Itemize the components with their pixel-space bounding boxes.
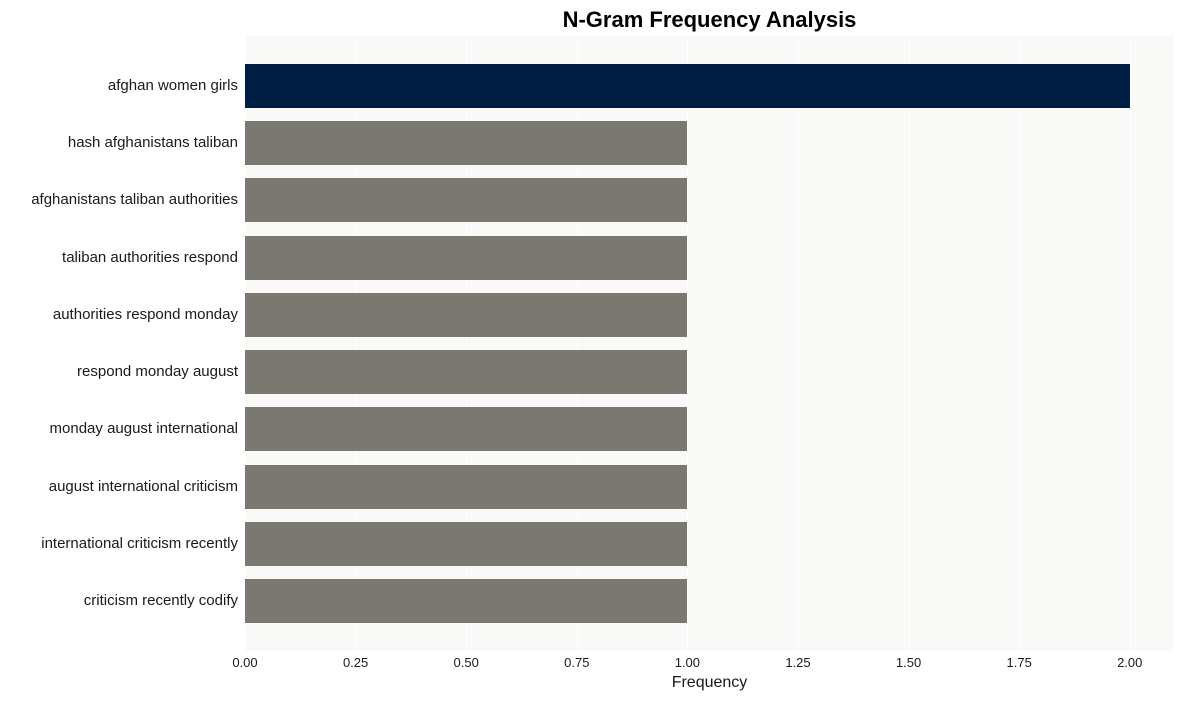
bar	[245, 407, 687, 451]
bar	[245, 350, 687, 394]
y-tick-label: criticism recently codify	[0, 579, 238, 623]
x-tick-label: 1.50	[896, 655, 921, 670]
bar	[245, 579, 687, 623]
x-tick-label: 0.75	[564, 655, 589, 670]
y-tick-label: respond monday august	[0, 350, 238, 394]
bar	[245, 236, 687, 280]
bar	[245, 465, 687, 509]
x-axis-ticks: 0.000.250.500.751.001.251.501.752.00	[245, 655, 1174, 673]
x-tick-label: 1.75	[1007, 655, 1032, 670]
ngram-frequency-chart: N-Gram Frequency Analysis afghan women g…	[0, 0, 1184, 701]
chart-title: N-Gram Frequency Analysis	[0, 7, 1184, 33]
x-tick-label: 2.00	[1117, 655, 1142, 670]
y-axis-labels: afghan women girls hash afghanistans tali…	[0, 36, 238, 651]
x-tick-label: 1.25	[785, 655, 810, 670]
x-axis-title: Frequency	[245, 674, 1174, 692]
bars-container	[245, 36, 1174, 651]
plot-area	[245, 36, 1174, 651]
bar	[245, 121, 687, 165]
x-tick-label: 0.25	[343, 655, 368, 670]
bar	[245, 293, 687, 337]
y-tick-label: monday august international	[0, 407, 238, 451]
y-tick-label: international criticism recently	[0, 522, 238, 566]
bar	[245, 522, 687, 566]
y-tick-label: authorities respond monday	[0, 293, 238, 337]
x-tick-label: 0.50	[454, 655, 479, 670]
y-tick-label: hash afghanistans taliban	[0, 121, 238, 165]
y-tick-label: taliban authorities respond	[0, 236, 238, 280]
y-tick-label: afghanistans taliban authorities	[0, 178, 238, 222]
bar	[245, 64, 1130, 108]
x-tick-label: 1.00	[675, 655, 700, 670]
y-tick-label: august international criticism	[0, 465, 238, 509]
x-tick-label: 0.00	[232, 655, 257, 670]
y-tick-label: afghan women girls	[0, 64, 238, 108]
bar	[245, 178, 687, 222]
